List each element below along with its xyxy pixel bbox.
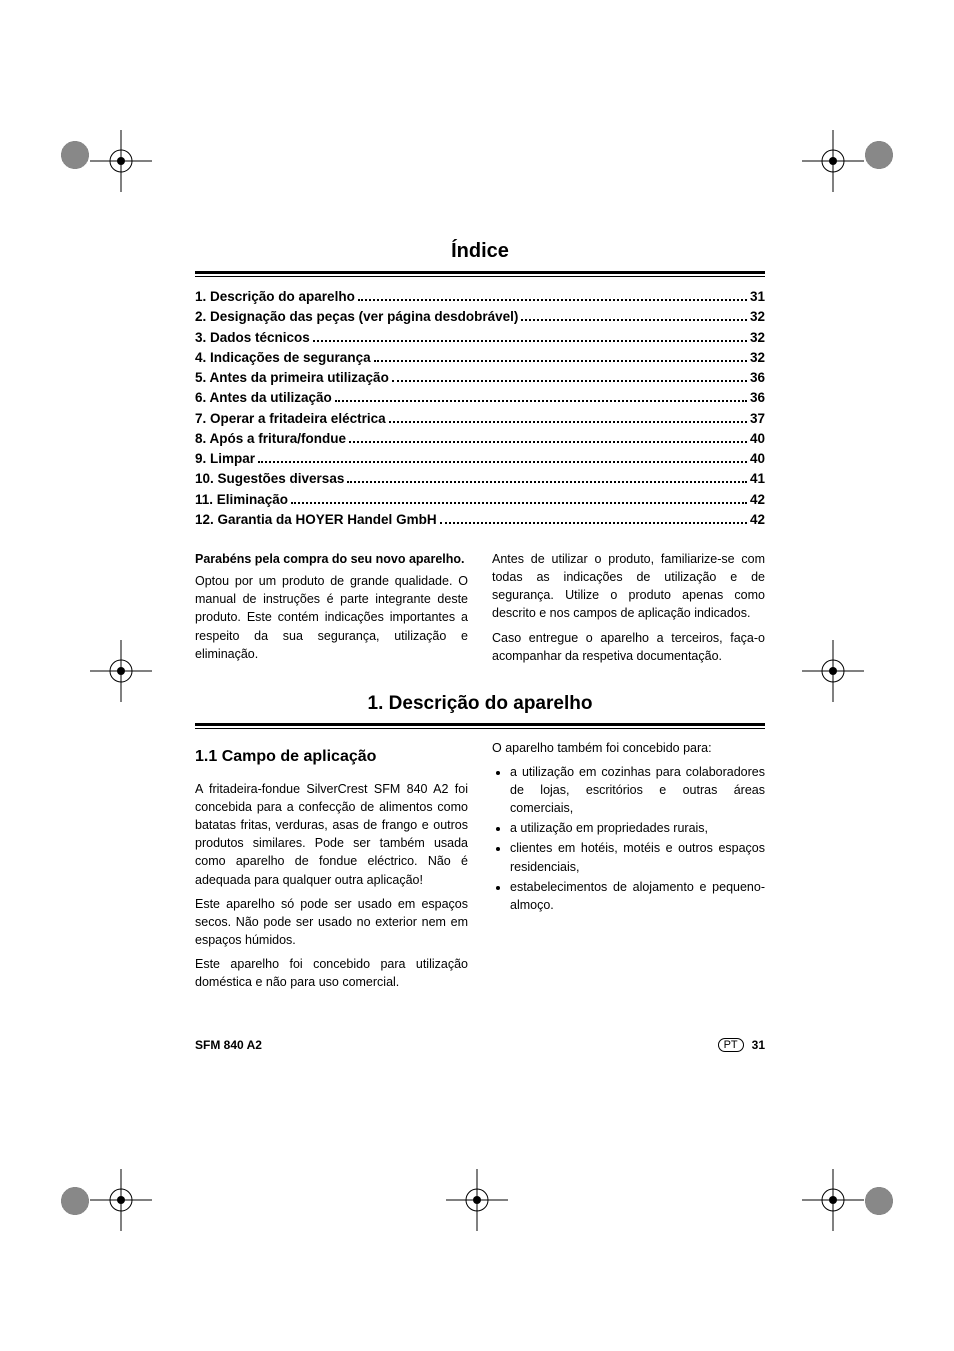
language-badge: PT xyxy=(718,1038,744,1052)
registration-mark-icon xyxy=(802,640,864,702)
corner-dot-icon xyxy=(60,140,90,170)
toc-row: 9. Limpar 40 xyxy=(195,449,765,469)
list-item: estabelecimentos de alojamento e pequeno… xyxy=(510,878,765,914)
toc-row: 3. Dados técnicos 32 xyxy=(195,328,765,348)
list-item: a utilização em cozinhas para colaborado… xyxy=(510,763,765,817)
section1-left-column: 1.1 Campo de aplicação A fritadeira-fond… xyxy=(195,739,468,998)
toc-row: 1. Descrição do aparelho 31 xyxy=(195,287,765,307)
toc-leader-dots xyxy=(358,290,747,301)
intro-left-column: Parabéns pela compra do seu novo aparelh… xyxy=(195,550,468,671)
toc-label: 6. Antes da utilização xyxy=(195,388,332,408)
registration-mark-icon xyxy=(802,1169,864,1231)
body-paragraph: Este aparelho foi concebido para utiliza… xyxy=(195,955,468,991)
intro-heading: Parabéns pela compra do seu novo aparelh… xyxy=(195,550,468,568)
toc-page-number: 42 xyxy=(750,510,765,530)
toc-row: 5. Antes da primeira utilização 36 xyxy=(195,368,765,388)
toc-page-number: 32 xyxy=(750,307,765,327)
toc-row: 2. Designação das peças (ver página desd… xyxy=(195,307,765,327)
section-title: 1. Descrição do aparelho xyxy=(195,693,765,715)
toc-label: 8. Após a fritura/fondue xyxy=(195,429,346,449)
toc-leader-dots xyxy=(521,310,747,321)
divider xyxy=(195,276,765,277)
body-paragraph: O aparelho também foi concebido para: xyxy=(492,739,765,757)
toc-page-number: 40 xyxy=(750,429,765,449)
section1-right-column: O aparelho também foi concebido para: a … xyxy=(492,739,765,998)
toc-page-number: 32 xyxy=(750,348,765,368)
list-item: clientes em hotéis, motéis e outros espa… xyxy=(510,839,765,875)
toc-row: 12. Garantia da HOYER Handel GmbH 42 xyxy=(195,510,765,530)
intro-right-column: Antes de utilizar o produto, familiarize… xyxy=(492,550,765,671)
toc-page-number: 32 xyxy=(750,328,765,348)
toc-row: 7. Operar a fritadeira eléctrica 37 xyxy=(195,409,765,429)
intro-paragraph: Optou por um produto de grande qualidade… xyxy=(195,572,468,663)
toc-leader-dots xyxy=(347,472,747,483)
intro-columns: Parabéns pela compra do seu novo aparelh… xyxy=(195,550,765,671)
toc-page-number: 36 xyxy=(750,368,765,388)
registration-mark-icon xyxy=(446,1169,508,1231)
list-item: a utilização em propriedades rurais, xyxy=(510,819,765,837)
page-footer: SFM 840 A2 PT 31 xyxy=(195,1038,765,1052)
toc-label: 12. Garantia da HOYER Handel GmbH xyxy=(195,510,437,530)
divider xyxy=(195,723,765,726)
toc-leader-dots xyxy=(440,512,747,523)
table-of-contents: 1. Descrição do aparelho 312. Designação… xyxy=(195,287,765,530)
toc-row: 11. Eliminação 42 xyxy=(195,490,765,510)
toc-page-number: 36 xyxy=(750,388,765,408)
subsection-title: 1.1 Campo de aplicação xyxy=(195,745,468,768)
corner-dot-icon xyxy=(864,140,894,170)
divider xyxy=(195,271,765,274)
page-number: 31 xyxy=(752,1038,765,1052)
toc-page-number: 40 xyxy=(750,449,765,469)
corner-dot-icon xyxy=(60,1186,90,1216)
registration-mark-icon xyxy=(90,130,152,192)
divider xyxy=(195,728,765,729)
toc-leader-dots xyxy=(313,330,747,341)
toc-label: 7. Operar a fritadeira eléctrica xyxy=(195,409,386,429)
footer-model: SFM 840 A2 xyxy=(195,1038,262,1052)
toc-label: 11. Eliminação xyxy=(195,490,288,510)
toc-label: 2. Designação das peças (ver página desd… xyxy=(195,307,518,327)
toc-leader-dots xyxy=(258,452,747,463)
bullet-list: a utilização em cozinhas para colaborado… xyxy=(492,763,765,914)
registration-mark-icon xyxy=(802,130,864,192)
toc-leader-dots xyxy=(389,411,747,422)
toc-leader-dots xyxy=(291,492,747,503)
toc-label: 9. Limpar xyxy=(195,449,255,469)
toc-label: 4. Indicações de segurança xyxy=(195,348,371,368)
toc-row: 10. Sugestões diversas 41 xyxy=(195,469,765,489)
body-paragraph: A fritadeira-fondue SilverCrest SFM 840 … xyxy=(195,780,468,889)
toc-page-number: 41 xyxy=(750,469,765,489)
toc-row: 8. Após a fritura/fondue 40 xyxy=(195,429,765,449)
toc-page-number: 37 xyxy=(750,409,765,429)
registration-mark-icon xyxy=(90,1169,152,1231)
toc-label: 5. Antes da primeira utilização xyxy=(195,368,389,388)
toc-leader-dots xyxy=(349,431,747,442)
section1-columns: 1.1 Campo de aplicação A fritadeira-fond… xyxy=(195,739,765,998)
toc-row: 4. Indicações de segurança 32 xyxy=(195,348,765,368)
intro-paragraph: Caso entregue o aparelho a terceiros, fa… xyxy=(492,629,765,665)
toc-leader-dots xyxy=(374,350,747,361)
corner-dot-icon xyxy=(864,1186,894,1216)
toc-page-number: 31 xyxy=(750,287,765,307)
toc-label: 1. Descrição do aparelho xyxy=(195,287,355,307)
page-title: Índice xyxy=(195,240,765,263)
toc-leader-dots xyxy=(392,371,747,382)
toc-leader-dots xyxy=(335,391,747,402)
toc-page-number: 42 xyxy=(750,490,765,510)
footer-right: PT 31 xyxy=(718,1038,765,1052)
toc-label: 10. Sugestões diversas xyxy=(195,469,344,489)
page-content: Índice 1. Descrição do aparelho 312. Des… xyxy=(195,240,765,997)
toc-label: 3. Dados técnicos xyxy=(195,328,310,348)
body-paragraph: Este aparelho só pode ser usado em espaç… xyxy=(195,895,468,949)
toc-row: 6. Antes da utilização 36 xyxy=(195,388,765,408)
registration-mark-icon xyxy=(90,640,152,702)
intro-paragraph: Antes de utilizar o produto, familiarize… xyxy=(492,550,765,623)
